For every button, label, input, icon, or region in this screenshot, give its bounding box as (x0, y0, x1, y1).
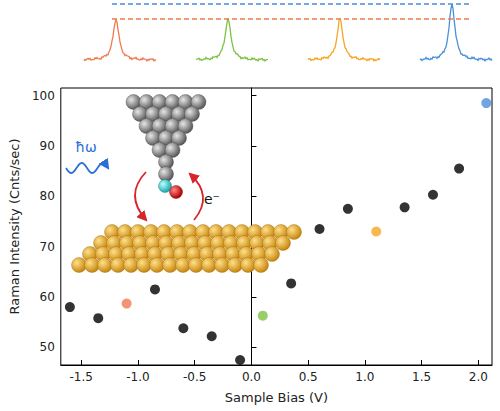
svg-text:2.0: 2.0 (469, 370, 488, 384)
svg-text:50: 50 (40, 340, 55, 354)
svg-text:-1.0: -1.0 (126, 370, 149, 384)
svg-text:0.5: 0.5 (299, 370, 318, 384)
svg-text:0.0: 0.0 (242, 370, 261, 384)
svg-text:-0.5: -0.5 (183, 370, 206, 384)
svg-text:-1.5: -1.5 (70, 370, 93, 384)
svg-text:60: 60 (40, 290, 55, 304)
svg-text:70: 70 (40, 240, 55, 254)
svg-text:90: 90 (40, 139, 55, 153)
svg-text:Sample Bias (V): Sample Bias (V) (225, 390, 328, 405)
svg-text:100: 100 (32, 89, 55, 103)
svg-text:1.0: 1.0 (355, 370, 374, 384)
svg-text:e⁻: e⁻ (204, 191, 220, 207)
svg-text:80: 80 (40, 189, 55, 203)
svg-text:ħω: ħω (75, 139, 96, 155)
svg-text:1.5: 1.5 (412, 370, 431, 384)
svg-text:Raman Intensity (Cnts/sec): Raman Intensity (Cnts/sec) (7, 138, 22, 314)
